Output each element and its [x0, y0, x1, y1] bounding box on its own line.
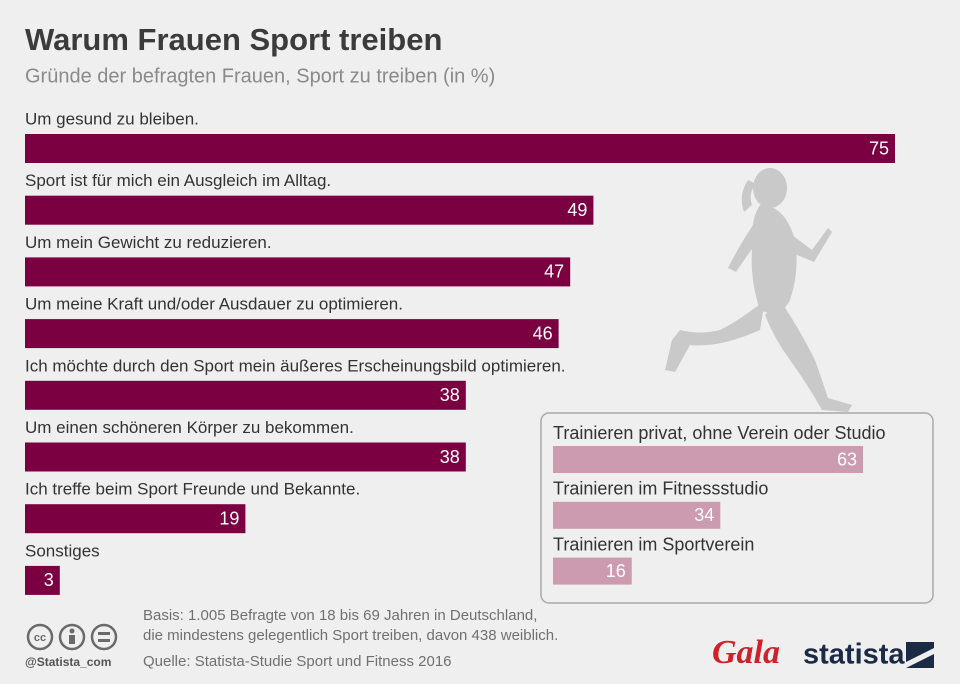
bar — [553, 557, 632, 585]
bar — [553, 501, 721, 529]
value-label: 16 — [606, 561, 626, 581]
source: Quelle: Statista-Studie Sport und Fitnes… — [143, 653, 452, 670]
brand-logo: statista — [803, 639, 905, 671]
bar — [25, 380, 466, 410]
category-label: Sport ist für mich ein Ausgleich im Allt… — [25, 171, 331, 190]
value-label: 47 — [544, 262, 564, 282]
footnote: Basis: 1.005 Befragte von 18 bis 69 Jahr… — [143, 607, 537, 624]
category-label: Sonstiges — [25, 541, 100, 560]
runner-silhouette — [665, 168, 852, 412]
license-icons: cc — [26, 623, 118, 651]
category-label: Um mein Gewicht zu reduzieren. — [25, 233, 272, 252]
category-label: Um gesund zu bleiben. — [25, 109, 199, 128]
partner-logo: Gala — [712, 634, 780, 671]
value-label: 46 — [533, 323, 553, 343]
value-label: 75 — [869, 138, 889, 158]
bar — [25, 504, 246, 534]
value-label: 38 — [440, 447, 460, 467]
value-label: 38 — [440, 385, 460, 405]
chart-title: Warum Frauen Sport treiben — [25, 22, 442, 57]
category-label: Trainieren privat, ohne Verein oder Stud… — [553, 423, 886, 443]
chart-subtitle: Gründe der befragten Frauen, Sport zu tr… — [25, 65, 495, 87]
category-label: Ich treffe beim Sport Freunde und Bekann… — [25, 480, 360, 499]
category-label: Um einen schöneren Körper zu bekommen. — [25, 418, 354, 437]
value-label: 49 — [567, 200, 587, 220]
value-label: 63 — [837, 449, 857, 469]
brand-icon — [906, 642, 934, 668]
handle: @Statista_com — [25, 655, 111, 669]
bar — [25, 134, 895, 163]
category-label: Trainieren im Sportverein — [553, 534, 754, 554]
category-label: Trainieren im Fitnessstudio — [553, 479, 768, 499]
category-label: Ich möchte durch den Sport mein äußeres … — [25, 356, 566, 375]
bar — [553, 446, 863, 473]
value-label: 34 — [694, 505, 714, 525]
bar — [25, 319, 559, 349]
bar — [25, 442, 466, 472]
bar — [25, 195, 594, 225]
bar — [25, 565, 60, 595]
value-label: 3 — [44, 570, 54, 590]
footnote: die mindestens gelegentlich Sport treibe… — [143, 627, 558, 644]
value-label: 19 — [219, 508, 239, 528]
inset-frame — [540, 412, 934, 604]
bar — [25, 257, 571, 287]
category-label: Um meine Kraft und/oder Ausdauer zu opti… — [25, 295, 403, 314]
svg-text:cc: cc — [34, 632, 46, 644]
